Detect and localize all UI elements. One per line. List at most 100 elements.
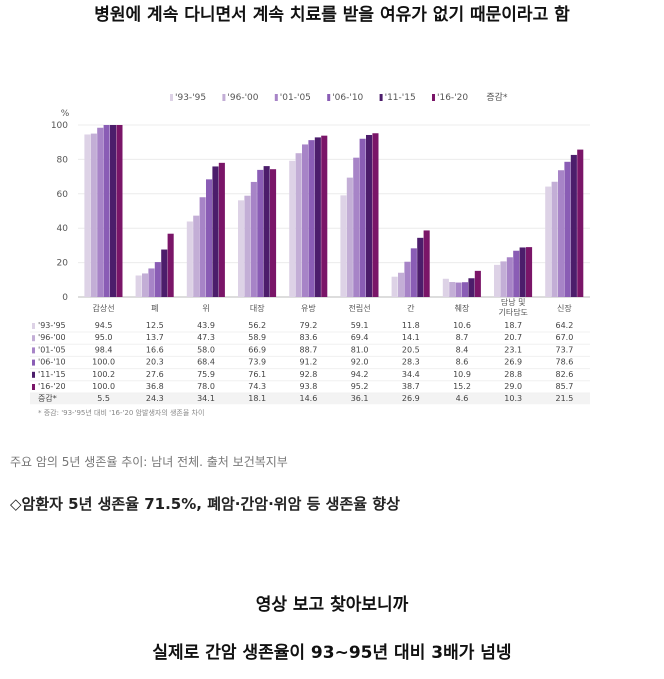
table-cell: 28.3 [402,358,420,367]
table-cell: 64.2 [555,321,573,330]
bar [366,134,373,297]
increase-cell: 4.6 [456,394,469,403]
table-cell: 16.6 [146,345,164,354]
table-cell: 79.2 [299,321,317,330]
table-row-label: '96-'00 [38,333,66,342]
table-cell: 20.5 [402,345,420,354]
table-swatch [32,384,35,390]
footnote: * 증감: '93-'95년 대비 '16-'20 암발생자의 생존율 차이 [38,408,204,417]
table-cell: 78.6 [555,358,573,367]
bar [193,215,200,297]
increase-cell: 10.3 [504,394,522,403]
category-label: 갑상선 [93,303,115,313]
bar [353,157,360,297]
table-cell: 100.0 [92,382,115,391]
table-cell: 27.6 [146,370,164,379]
table-row-label: '11-'15 [38,370,66,379]
bar [186,221,193,297]
bar [218,162,225,297]
bar [372,133,379,297]
bar [506,257,513,297]
legend-label: 증감* [486,91,508,103]
bar [161,249,168,297]
table-cell: 100.0 [92,358,115,367]
bar [135,275,142,297]
bar [110,125,117,297]
legend-label: '16-'20 [437,93,468,103]
increase-row-label: 증감* [38,393,57,403]
y-tick-label: 20 [57,259,69,269]
table-swatch [32,347,35,354]
increase-cell: 21.5 [555,394,573,403]
increase-cell: 36.1 [351,394,369,403]
bar [295,153,302,297]
category-label: 간 [407,303,415,313]
table-cell: 59.1 [351,321,369,330]
category-labels: 갑상선 폐 위 대장 유방 전립선 간 췌장 담낭 및 기타담도 신장 [93,297,573,317]
bar [257,169,264,297]
y-tick-label: 100 [51,121,68,131]
table-cell: 28.8 [504,370,522,379]
bar [423,230,430,297]
legend-label: '11-'15 [385,93,416,103]
bar [302,144,309,297]
survival-rate-chart: '93-'95 '96-'00 '01-'05 '06-'10 '11-'15 '16-'… [30,91,590,417]
table-cell: 75.9 [197,370,215,379]
bar [90,133,97,297]
bar [340,195,347,297]
legend-label: '96-'00 [227,93,258,103]
bar [148,268,155,297]
table-cell: 20.7 [504,333,522,342]
bar [474,270,481,297]
table-cell: 94.5 [95,321,113,330]
table-cell: 93.8 [299,382,317,391]
bar [250,181,257,297]
increase-cell: 14.6 [299,394,317,403]
table-cell: 95.0 [95,333,113,342]
table-cell: 74.3 [248,382,266,391]
increase-row-bg [30,393,590,405]
legend-label: '06-'10 [332,93,363,103]
data-table: '93-'95 94.5 12.5 43.9 56.2 79.2 59.1 11.8 10.6 1… [30,321,590,417]
bar [314,137,321,297]
category-label: 대장 [250,303,265,313]
bar [564,161,571,297]
category-label: 췌장 [455,303,470,313]
top-text: 병원에 계속 다니면서 계속 치료를 받을 여유가 없기 때문이라고 함 [94,5,570,25]
bar [116,125,123,297]
bar [570,154,577,297]
bar [359,138,366,297]
bar [558,170,565,297]
bar [462,282,469,297]
table-cell: 8.7 [456,333,469,342]
bar [142,273,149,297]
bar [308,140,315,297]
increase-cell: 5.5 [97,394,110,403]
bar [500,261,507,297]
bar [391,276,398,297]
table-swatch [32,359,35,366]
table-cell: 38.7 [402,382,420,391]
bar [97,127,104,297]
table-cell: 73.9 [248,358,266,367]
category-label: 신장 [557,303,572,313]
table-cell: 94.2 [351,370,369,379]
table-cell: 11.8 [402,321,420,330]
bar [289,160,296,297]
table-cell: 23.1 [504,345,522,354]
table-cell: 26.9 [504,358,522,367]
y-tick-label: 80 [57,155,69,165]
bar [244,195,251,297]
table-cell: 8.6 [456,358,469,367]
headline: ◇암환자 5년 생존율 71.5%, 폐암·간암·위암 등 생존율 향상 [10,495,400,513]
bar [270,169,277,297]
table-swatch [32,371,35,378]
table-cell: 82.6 [555,370,573,379]
category-label: 담낭 및 기타담도 [498,297,527,317]
bar [206,179,213,297]
table-cell: 58.9 [248,333,266,342]
comment-line-2: 실제로 간암 생존율이 93~95년 대비 3배가 넘넹 [152,643,512,663]
table-cell: 83.6 [299,333,317,342]
table-row-label: '06-'10 [38,358,66,367]
table-cell: 98.4 [95,345,113,354]
